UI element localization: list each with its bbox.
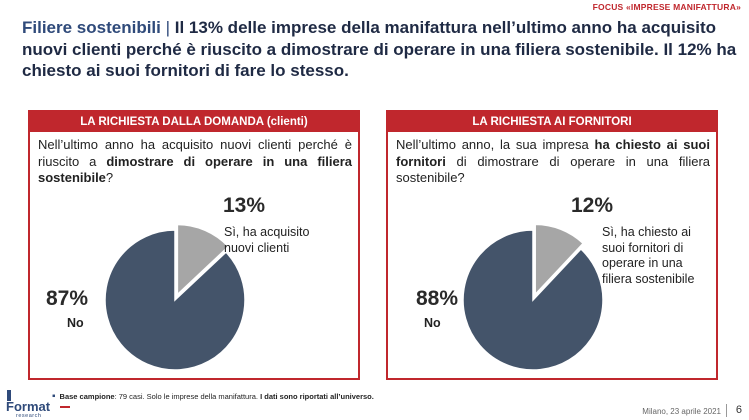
headline-keyword: Filiere sostenibili <box>22 18 161 37</box>
base-bold: I dati sono riportati all’universo. <box>260 392 374 401</box>
pie-slice-no <box>104 229 246 371</box>
left-question: Nell’ultimo anno ha acquisito nuovi clie… <box>38 137 352 187</box>
date-label: Milano, 23 aprile 2021 <box>642 407 721 416</box>
right-panel-title: LA RICHIESTA AI FORNITORI <box>388 112 716 132</box>
left-question-part1: Nell’ultimo anno ha acquisito nuovi clie… <box>38 137 352 169</box>
base-text: : 79 casi. Solo le imprese della manifat… <box>114 392 261 401</box>
pie-slice-no <box>462 229 604 371</box>
pie-slice-si <box>534 223 585 297</box>
page-number: 6 <box>735 404 742 416</box>
focus-label: FOCUS «IMPRESE MANIFATTURA» <box>592 2 741 12</box>
page-title: Filiere sostenibili | Il 13% delle impre… <box>22 17 742 82</box>
bullet-icon: ▪ <box>52 391 56 402</box>
left-panel-title: LA RICHIESTA DALLA DOMANDA (clienti) <box>30 112 358 132</box>
right-si-label: Sì, ha chiesto ai suoi fornitori di oper… <box>602 225 695 286</box>
headline-separator: | <box>165 18 171 37</box>
logo-dash-icon <box>60 406 70 408</box>
right-si-value: 12% <box>571 194 614 217</box>
right-panel: LA RICHIESTA AI FORNITORI Nell’ultimo an… <box>386 110 718 380</box>
headline-text: Il 13% delle imprese della manifattura n… <box>22 18 737 80</box>
logo-mark-icon <box>7 390 11 401</box>
right-question-part2: di dimostrare di operare in una filiera … <box>396 153 710 186</box>
right-question: Nell’ultimo anno, la sua impresa ha chie… <box>396 137 710 187</box>
right-no-value: 88% <box>416 287 459 310</box>
pie-slice-si <box>176 223 230 297</box>
logo-sub: research <box>16 413 42 419</box>
left-question-part2: ? <box>105 170 114 185</box>
left-pie-chart <box>104 223 246 371</box>
right-question-part1: Nell’ultimo anno, la sua impresa <box>396 137 595 152</box>
page-divider <box>726 404 727 417</box>
base-label: Base campione <box>59 392 115 401</box>
left-panel: LA RICHIESTA DALLA DOMANDA (clienti) Nel… <box>28 110 360 380</box>
left-question-bold: dimostrare di operare in una filiera sos… <box>38 153 352 186</box>
logo: Format <box>6 399 51 414</box>
left-si-label: Sì, ha acquisito nuovi clienti <box>224 225 310 255</box>
left-no-value: 87% <box>46 287 89 310</box>
right-no-label: No <box>424 316 441 330</box>
left-no-label: No <box>67 316 84 330</box>
right-question-bold: ha chiesto ai suoi fornitori <box>396 137 710 169</box>
left-si-value: 13% <box>223 194 266 217</box>
right-pie-chart <box>462 223 604 371</box>
footer-note: ▪ Base campione: 79 casi. Solo le imprese… <box>52 391 374 402</box>
